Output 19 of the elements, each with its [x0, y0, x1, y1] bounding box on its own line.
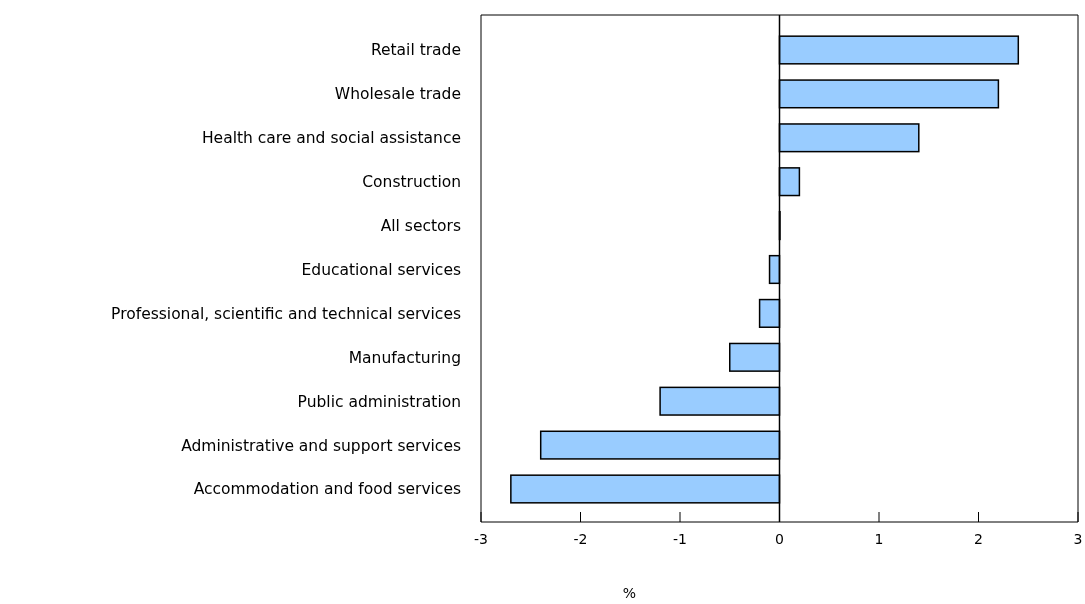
x-tick-label: 3 [1073, 531, 1083, 547]
y-tick-label: Accommodation and food services [193, 480, 461, 499]
y-tick-label: Professional, scientific and technical services [111, 304, 461, 323]
x-tick-label: 2 [974, 531, 983, 547]
x-tick-label: -3 [474, 531, 488, 547]
y-tick-label: Health care and social assistance [201, 129, 461, 148]
y-tick-label: All sectors [380, 217, 461, 236]
y-tick-label: Manufacturing [348, 348, 461, 367]
y-tick-label: Wholesale trade [334, 85, 461, 104]
x-tick-label: 1 [874, 531, 884, 547]
y-tick-label: Educational services [301, 260, 461, 279]
y-tick-label: Retail trade [370, 41, 461, 60]
x-tick-label: 0 [775, 531, 784, 547]
x-axis-title: % [622, 585, 637, 601]
y-tick-label: Public administration [297, 392, 461, 411]
x-tick-label: -2 [573, 531, 588, 547]
y-tick-label: Construction [362, 173, 461, 192]
y-tick-label: Administrative and support services [181, 436, 461, 455]
x-tick-label: -1 [673, 531, 687, 547]
